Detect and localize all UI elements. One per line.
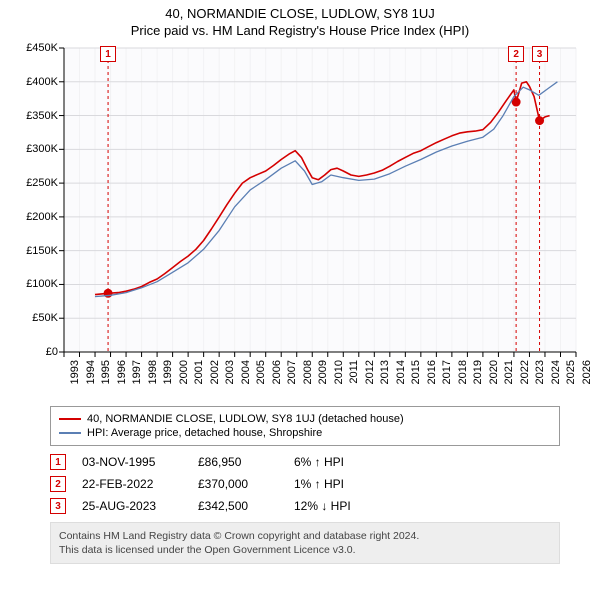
- x-tick-label: 1998: [147, 360, 159, 390]
- y-tick-label: £300K: [18, 143, 58, 155]
- legend-label: 40, NORMANDIE CLOSE, LUDLOW, SY8 1UJ (de…: [87, 413, 404, 425]
- x-tick-label: 2000: [178, 360, 190, 390]
- x-tick-label: 2018: [457, 360, 469, 390]
- x-tick-label: 2022: [519, 360, 531, 390]
- x-tick-label: 2010: [333, 360, 345, 390]
- y-tick-label: £250K: [18, 177, 58, 189]
- legend-swatch: [59, 418, 81, 420]
- footer-line: Contains HM Land Registry data © Crown c…: [59, 529, 551, 543]
- x-tick-label: 2005: [255, 360, 267, 390]
- x-tick-label: 2012: [364, 360, 376, 390]
- event-row: 3 25-AUG-2023 £342,500 12% ↓ HPI: [50, 498, 560, 514]
- event-date: 03-NOV-1995: [82, 455, 182, 469]
- x-tick-label: 1997: [131, 360, 143, 390]
- event-price: £86,950: [198, 455, 278, 469]
- x-tick-label: 1996: [116, 360, 128, 390]
- x-tick-label: 1999: [162, 360, 174, 390]
- event-badge: 1: [50, 454, 66, 470]
- x-tick-label: 2001: [193, 360, 205, 390]
- event-price: £342,500: [198, 499, 278, 513]
- event-row: 2 22-FEB-2022 £370,000 1% ↑ HPI: [50, 476, 560, 492]
- x-tick-label: 1993: [69, 360, 81, 390]
- event-marker-badge: 3: [532, 46, 548, 62]
- license-footer: Contains HM Land Registry data © Crown c…: [50, 522, 560, 564]
- event-row: 1 03-NOV-1995 £86,950 6% ↑ HPI: [50, 454, 560, 470]
- x-tick-label: 2020: [488, 360, 500, 390]
- chart-svg: [20, 42, 580, 392]
- event-badge: 2: [50, 476, 66, 492]
- chart-container: { "titles": { "main": "40, NORMANDIE CLO…: [0, 0, 600, 564]
- y-tick-label: £0: [18, 346, 58, 358]
- x-tick-label: 2002: [209, 360, 221, 390]
- x-tick-label: 2019: [472, 360, 484, 390]
- chart-legend: 40, NORMANDIE CLOSE, LUDLOW, SY8 1UJ (de…: [50, 406, 560, 446]
- event-marker-badge: 2: [508, 46, 524, 62]
- y-tick-label: £350K: [18, 110, 58, 122]
- title-main: 40, NORMANDIE CLOSE, LUDLOW, SY8 1UJ: [10, 6, 590, 21]
- x-tick-label: 2025: [565, 360, 577, 390]
- y-tick-label: £450K: [18, 42, 58, 54]
- chart-titles: 40, NORMANDIE CLOSE, LUDLOW, SY8 1UJ Pri…: [0, 0, 600, 42]
- event-date: 25-AUG-2023: [82, 499, 182, 513]
- x-tick-label: 2015: [410, 360, 422, 390]
- legend-swatch: [59, 432, 81, 434]
- x-tick-label: 2008: [302, 360, 314, 390]
- legend-label: HPI: Average price, detached house, Shro…: [87, 427, 322, 439]
- x-tick-label: 2017: [441, 360, 453, 390]
- x-tick-label: 2014: [395, 360, 407, 390]
- x-tick-label: 2006: [271, 360, 283, 390]
- footer-line: This data is licensed under the Open Gov…: [59, 543, 551, 557]
- event-price: £370,000: [198, 477, 278, 491]
- x-tick-label: 2011: [348, 360, 360, 390]
- chart-plot-area: 1 23 £0 £50K £100K £150K £200K £250K £300K £350K £…: [20, 42, 580, 392]
- title-sub: Price paid vs. HM Land Registry's House …: [10, 23, 590, 38]
- y-tick-label: £400K: [18, 76, 58, 88]
- y-tick-label: £50K: [18, 312, 58, 324]
- event-badge: 3: [50, 498, 66, 514]
- y-tick-label: £200K: [18, 211, 58, 223]
- x-tick-label: 2021: [503, 360, 515, 390]
- event-delta: 12% ↓ HPI: [294, 499, 414, 513]
- x-tick-label: 2026: [581, 360, 593, 390]
- x-tick-label: 2016: [426, 360, 438, 390]
- x-tick-label: 2023: [534, 360, 546, 390]
- x-tick-label: 2004: [240, 360, 252, 390]
- x-tick-label: 2007: [286, 360, 298, 390]
- event-date: 22-FEB-2022: [82, 477, 182, 491]
- x-tick-label: 2024: [550, 360, 562, 390]
- x-tick-label: 1994: [85, 360, 97, 390]
- events-table: 1 03-NOV-1995 £86,950 6% ↑ HPI 2 22-FEB-…: [50, 454, 560, 514]
- y-tick-label: £150K: [18, 245, 58, 257]
- x-tick-label: 2009: [317, 360, 329, 390]
- x-tick-label: 2003: [224, 360, 236, 390]
- legend-item: 40, NORMANDIE CLOSE, LUDLOW, SY8 1UJ (de…: [59, 413, 551, 425]
- event-marker-badge: 1: [100, 46, 116, 62]
- event-delta: 1% ↑ HPI: [294, 477, 414, 491]
- x-tick-label: 2013: [379, 360, 391, 390]
- legend-item: HPI: Average price, detached house, Shro…: [59, 427, 551, 439]
- x-tick-label: 1995: [100, 360, 112, 390]
- y-tick-label: £100K: [18, 278, 58, 290]
- event-delta: 6% ↑ HPI: [294, 455, 414, 469]
